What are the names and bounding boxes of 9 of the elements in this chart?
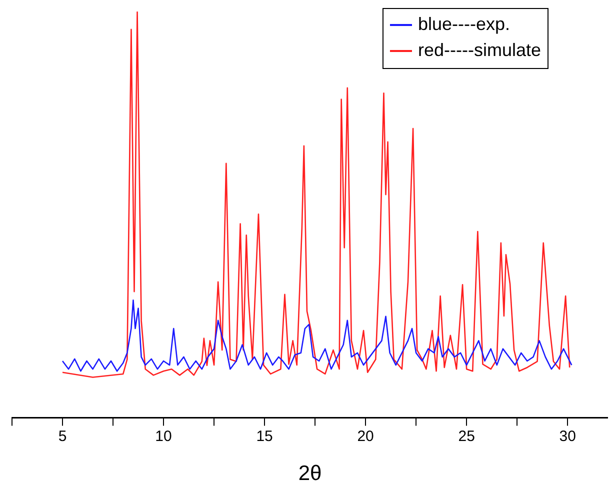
x-tick-label: 30 (559, 428, 576, 445)
legend-label: blue----exp. (418, 14, 510, 34)
x-tick-label: 10 (155, 428, 172, 445)
x-axis-title: 2θ (298, 462, 322, 486)
x-tick-label: 20 (357, 428, 374, 445)
x-tick-label: 25 (458, 428, 475, 445)
legend-label: red-----simulate (418, 40, 542, 60)
x-tick-label: 5 (58, 428, 67, 445)
x-tick-label: 15 (256, 428, 273, 445)
